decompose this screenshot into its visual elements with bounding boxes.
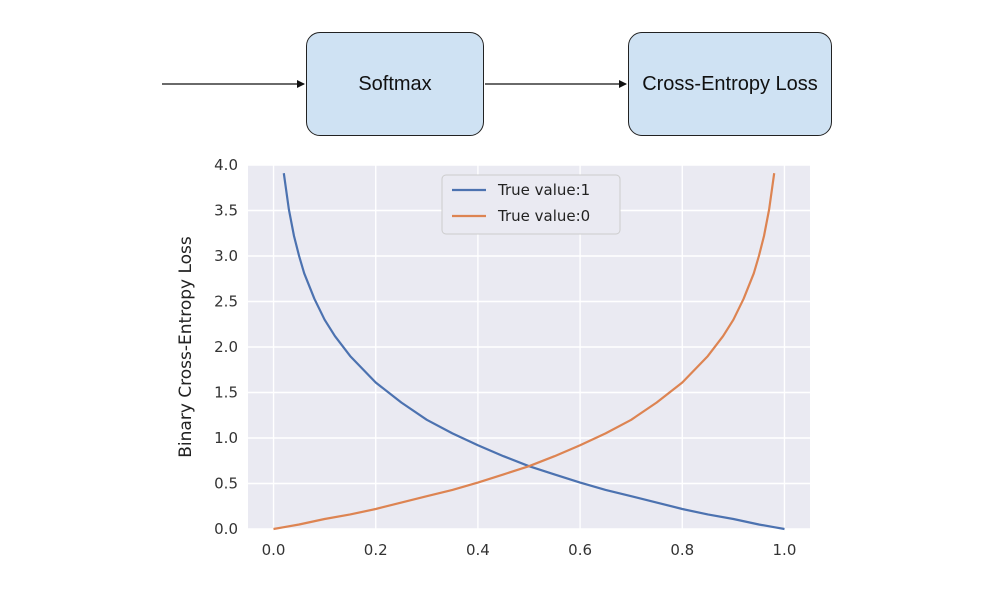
legend-label-true-value-0: True value:0: [497, 207, 590, 225]
tick-labels: 0.0 0.2 0.4 0.6 0.8 1.0 0.0 0.5 1.0 1.5 2.0 2.5 3.0 3…: [214, 156, 796, 559]
legend: True value:1 True value:0: [441, 174, 621, 235]
cross-entropy-loss-node-label: Cross-Entropy Loss: [642, 73, 818, 95]
x-tick-label: 0.2: [364, 541, 388, 559]
y-tick-label: 2.5: [214, 293, 238, 311]
legend-box: [441, 174, 621, 235]
series-lines: [273, 173, 785, 531]
y-tick-label: 1.0: [214, 429, 238, 447]
y-tick-label: 1.5: [214, 384, 238, 402]
y-tick-label: 2.0: [214, 338, 238, 356]
y-tick-label: 3.0: [214, 247, 238, 265]
x-tick-label: 1.0: [773, 541, 797, 559]
cross-entropy-loss-node: Cross-Entropy Loss: [628, 32, 832, 136]
x-tick-label: 0.0: [262, 541, 286, 559]
legend-label-true-value-1: True value:1: [497, 181, 590, 199]
x-tick-label: 0.6: [568, 541, 592, 559]
y-tick-label: 0.0: [214, 520, 238, 538]
y-tick-label: 0.5: [214, 475, 238, 493]
x-tick-label: 0.4: [466, 541, 490, 559]
x-tick-label: 0.8: [670, 541, 694, 559]
y-axis-label: Binary Cross-Entropy Loss: [176, 236, 196, 458]
series-line-true-value-1: [282, 173, 785, 531]
softmax-node-label: Softmax: [358, 73, 432, 95]
loss-chart: 0.0 0.2 0.4 0.6 0.8 1.0 0.0 0.5 1.0 1.5 2.0 2.5 3.0 3…: [176, 156, 810, 559]
series-line-true-value-0: [273, 173, 776, 531]
y-tick-label: 4.0: [214, 156, 238, 174]
y-tick-label: 3.5: [214, 202, 238, 220]
softmax-node: Softmax: [306, 32, 484, 136]
